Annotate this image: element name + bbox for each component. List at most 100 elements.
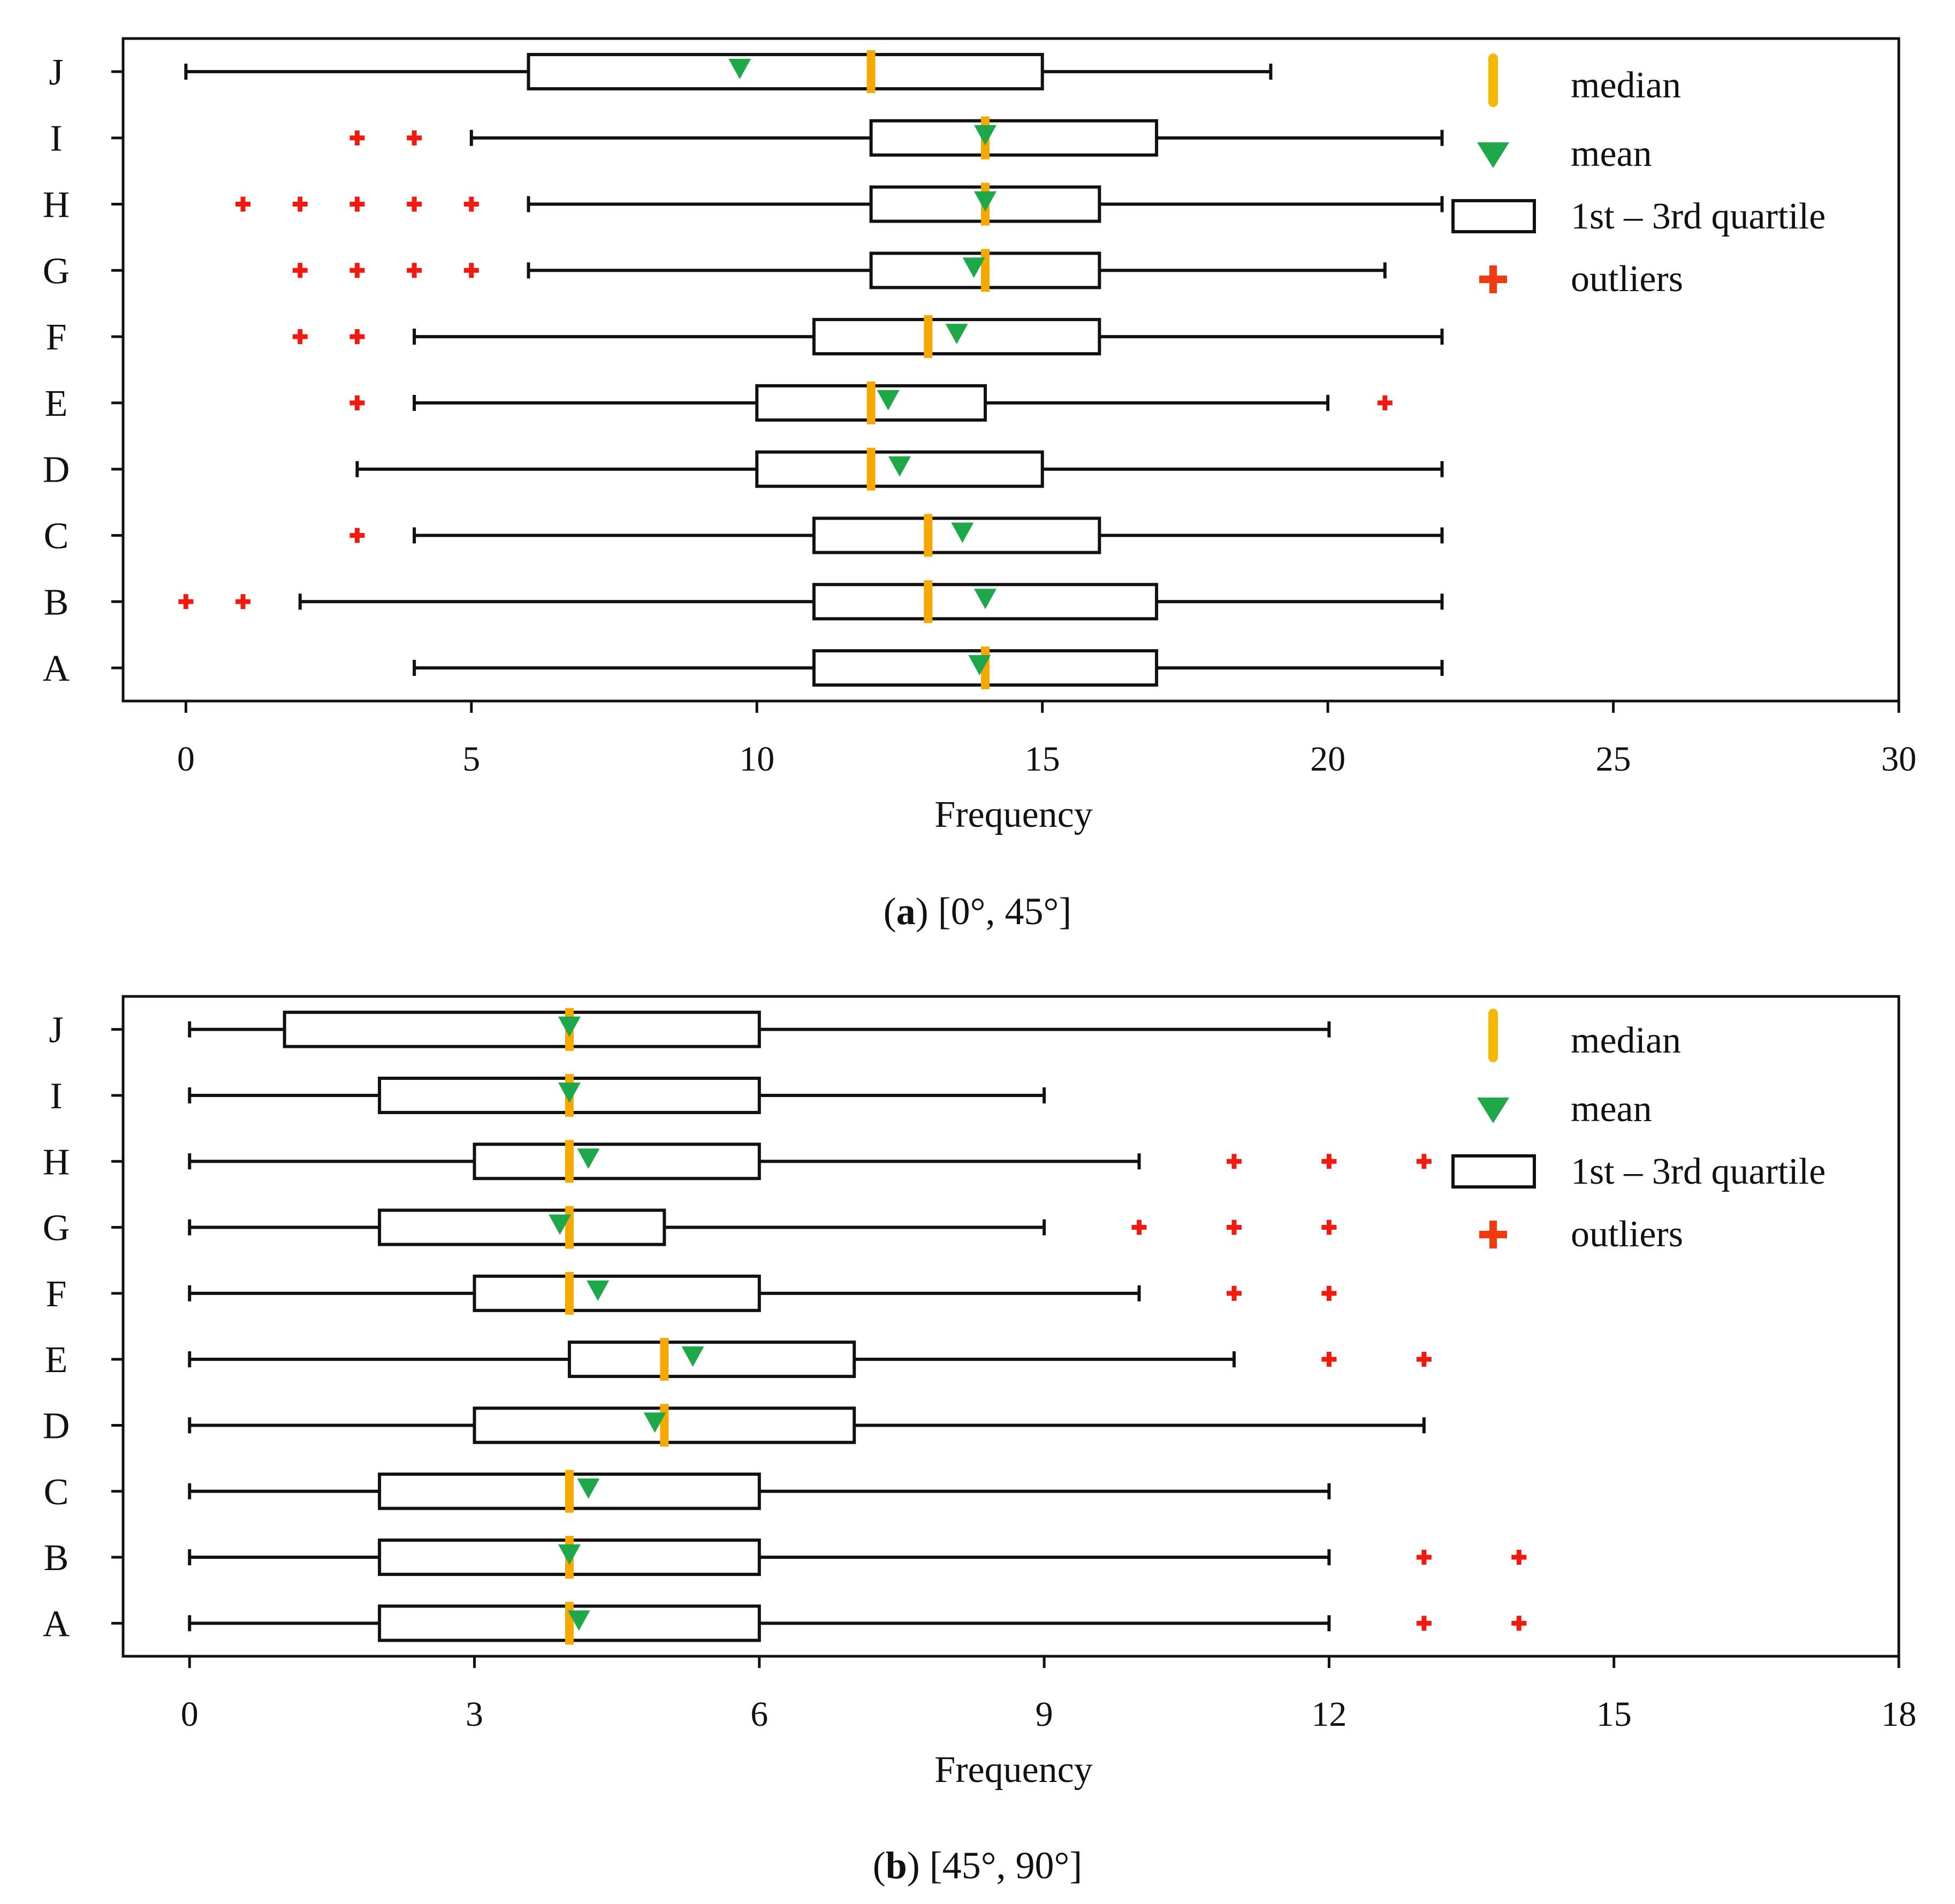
y-tick-label: I [50, 1076, 62, 1117]
x-tick-label: 0 [181, 1695, 199, 1734]
mean-mark [877, 390, 900, 410]
mean-mark [968, 655, 991, 676]
x-tick-label: 25 [1596, 740, 1631, 779]
y-tick-label: E [45, 1339, 68, 1381]
caption-b: (b) [45°, 90°] [872, 1844, 1083, 1887]
median-mark [924, 580, 933, 623]
outlier-mark [349, 528, 365, 543]
x-tick-label: 0 [177, 740, 195, 779]
plot-frame [121, 995, 1900, 1658]
median-mark [565, 1469, 574, 1513]
outlier-mark [1416, 1616, 1432, 1631]
outlier-mark [1321, 1352, 1337, 1367]
x-axis-label: Frequency [934, 1749, 1092, 1791]
outlier-mark [1321, 1285, 1337, 1301]
caption-a-letter: a [896, 890, 916, 933]
outlier-mark [1321, 1220, 1337, 1235]
y-tick-label: B [44, 582, 69, 623]
iqr-box [567, 1341, 856, 1379]
legend-outliers-label: outliers [1571, 258, 1683, 300]
x-tick-label: 6 [750, 1695, 768, 1734]
iqr-box [527, 52, 1044, 90]
legend-median-label: median [1571, 65, 1681, 106]
iqr-box [473, 1143, 761, 1181]
median-mark [980, 249, 990, 292]
y-tick-label: A [43, 1603, 70, 1644]
mean-mark [558, 1016, 581, 1037]
legend-quartile-swatch [1451, 199, 1536, 233]
x-tick-label: 12 [1311, 1695, 1347, 1734]
plot-frame [121, 37, 1900, 703]
outlier-mark [1226, 1220, 1242, 1235]
mean-mark [973, 125, 996, 146]
iqr-box [283, 1010, 761, 1048]
outlier-mark [235, 594, 251, 610]
x-tick-label: 3 [466, 1695, 483, 1734]
legend-median-label: median [1571, 1020, 1681, 1061]
median-mark [565, 1271, 574, 1315]
outlier-mark [1377, 395, 1393, 410]
y-tick-label: J [49, 52, 63, 93]
outlier-mark [407, 263, 422, 278]
y-tick-label: H [43, 1141, 70, 1183]
x-tick-label: 5 [462, 740, 480, 779]
legend: median mean 1st – 3rd quartile outliers [1451, 54, 1825, 300]
mean-mark [587, 1280, 610, 1301]
median-mark [866, 50, 876, 93]
y-tick-label: D [43, 1405, 70, 1446]
legend-median-swatch [1488, 54, 1498, 107]
caption-b-letter: b [885, 1844, 907, 1887]
x-tick-label: 15 [1025, 740, 1060, 779]
legend-quartile-label: 1st – 3rd quartile [1571, 196, 1825, 237]
legend-outliers-label: outliers [1571, 1214, 1683, 1255]
median-mark [565, 1140, 574, 1183]
mean-mark [973, 589, 996, 610]
legend-quartile-swatch [1451, 1154, 1536, 1189]
y-tick-label: D [43, 450, 70, 491]
mean-mark [951, 522, 974, 543]
y-tick-label: F [46, 317, 67, 358]
outlier-mark [235, 196, 251, 212]
median-mark [924, 514, 933, 557]
y-tick-label: C [44, 516, 69, 557]
mean-mark [558, 1544, 581, 1565]
outlier-mark [1511, 1616, 1527, 1631]
legend-outlier-swatch [1479, 1221, 1507, 1248]
median-mark [866, 447, 876, 491]
outlier-mark [463, 263, 479, 278]
y-tick-label: C [44, 1472, 69, 1513]
iqr-box [869, 119, 1159, 157]
y-tick-label: J [49, 1010, 63, 1051]
y-tick-label: A [43, 648, 70, 689]
outlier-mark [349, 263, 365, 278]
legend-mean-swatch [1477, 1098, 1509, 1123]
x-tick-label: 9 [1036, 1695, 1053, 1734]
legend-quartile-label: 1st – 3rd quartile [1571, 1151, 1825, 1192]
legend-mean-swatch [1477, 142, 1509, 168]
median-mark [660, 1404, 669, 1447]
mean-mark [567, 1610, 590, 1631]
mean-mark [888, 456, 911, 477]
iqr-box [473, 1274, 761, 1312]
outlier-mark [292, 196, 308, 212]
y-tick-label: F [46, 1274, 67, 1315]
mean-mark [728, 58, 751, 79]
x-tick-label: 15 [1596, 1695, 1632, 1734]
outlier-mark [1226, 1154, 1242, 1169]
x-tick-label: 10 [739, 740, 774, 779]
outlier-mark [1511, 1550, 1527, 1565]
outlier-mark [349, 130, 365, 146]
outlier-mark [1416, 1352, 1432, 1367]
mean-mark [973, 191, 996, 212]
median-mark [565, 1602, 574, 1645]
y-tick-label: H [43, 185, 70, 226]
outlier-mark [1226, 1285, 1242, 1301]
legend-outlier-swatch [1479, 265, 1507, 293]
outlier-mark [1131, 1220, 1147, 1235]
outlier-mark [292, 329, 308, 345]
median-mark [866, 381, 876, 424]
mean-mark [577, 1148, 600, 1169]
y-tick-label: I [50, 118, 62, 159]
